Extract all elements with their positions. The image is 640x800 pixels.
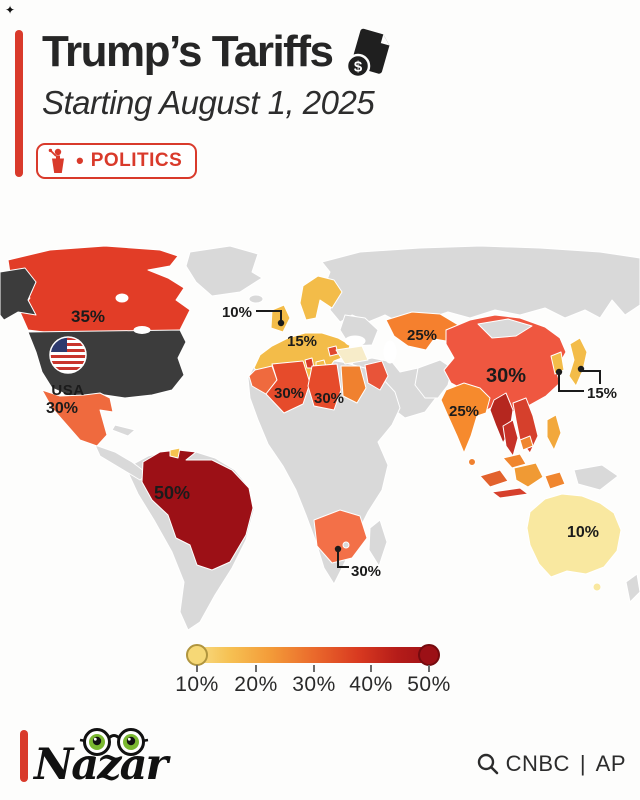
politics-badge: • POLITICS — [36, 143, 198, 179]
japan-shape — [568, 337, 588, 387]
badge-bullet: • — [76, 148, 84, 173]
legend-tick — [196, 665, 198, 672]
page-title: Trump’s Tariffs — [42, 27, 334, 76]
south-africa-shape — [313, 509, 368, 564]
kazakhstan-tariff-label: 25% — [407, 327, 437, 344]
podium-speaker-icon — [48, 148, 64, 173]
australia-tariff-label: 10% — [567, 524, 599, 541]
legend-tick — [370, 665, 372, 672]
uk-callout-line — [256, 310, 282, 320]
black-sea — [344, 335, 366, 347]
legend-label-20: 20% — [234, 673, 278, 696]
source-separator: | — [579, 751, 586, 776]
japan-callout-dot — [577, 365, 585, 373]
turkey-shape — [335, 345, 369, 365]
kazakhstan-shape — [385, 311, 461, 351]
japan-korea-tariff-label: 15% — [587, 385, 617, 402]
legend-label-30: 30% — [292, 673, 336, 696]
madagascar-shape — [368, 519, 388, 567]
source-ap: AP — [595, 751, 626, 776]
algeria-tariff-label: 30% — [274, 385, 304, 402]
sulawesi-shape — [544, 471, 566, 490]
libya-tariff-label: 30% — [314, 390, 344, 407]
greenland-shape — [185, 245, 263, 297]
libya-shape — [307, 363, 342, 411]
new-guinea-shape — [573, 464, 619, 491]
thailand-shape — [502, 419, 519, 457]
title-row: Trump’s Tariffs $ — [42, 27, 398, 82]
sri-lanka-shape — [468, 458, 476, 466]
alaska-shape — [0, 267, 37, 321]
malaysia-shape — [502, 453, 527, 469]
south-africa-tariff-label: 30% — [351, 563, 381, 580]
india-shape — [440, 382, 491, 454]
java-shape — [491, 487, 529, 499]
header-accent-bar — [15, 30, 23, 177]
scandinavia-shape — [299, 275, 343, 321]
caspian-sea — [383, 340, 397, 364]
iraq-shape — [364, 360, 389, 391]
tasmania-shape — [592, 582, 602, 592]
page-subtitle: Starting August 1, 2025 — [42, 84, 375, 121]
legend-label-40: 40% — [349, 673, 393, 696]
world-tariff-map: 35% USA 30% 10% 15% 30% 30% 25% 30% 25% … — [0, 245, 640, 631]
europe-tariff-label: 15% — [287, 333, 317, 350]
svg-text:$: $ — [354, 59, 363, 76]
legend-min-cap — [186, 644, 208, 666]
legend-max-cap — [418, 644, 440, 666]
source-cnbc: CNBC — [505, 751, 570, 776]
guyana-shape — [169, 447, 181, 459]
algeria-shape — [265, 360, 311, 414]
brazil-shape — [141, 449, 254, 571]
tariff-document-dollar-icon: $ — [346, 28, 390, 79]
laos-vietnam-shape — [512, 397, 539, 454]
legend-gradient-bar — [190, 647, 437, 663]
brazil-tariff-label: 50% — [154, 483, 190, 503]
lake-shape — [115, 293, 129, 303]
sources-row: CNBC | AP — [476, 751, 626, 777]
japan-callout-line — [581, 370, 601, 384]
new-zealand-shape — [625, 573, 640, 603]
footer-accent-bar — [20, 730, 28, 782]
sparkle-icon: ✦ — [5, 3, 16, 17]
cuba-shape — [111, 424, 136, 437]
glasses-eyes-icon — [79, 728, 149, 756]
iceland-shape — [248, 294, 264, 304]
magnifier-icon — [477, 753, 498, 775]
india-tariff-label: 25% — [449, 403, 479, 420]
south-korea-shape — [550, 351, 565, 375]
south-africa-callout-line — [337, 551, 349, 568]
usa-label: USA — [51, 382, 84, 399]
canada-tariff-label: 35% — [71, 307, 105, 326]
borneo-shape — [513, 462, 544, 488]
philippines-shape — [546, 414, 562, 451]
china-tariff-label: 30% — [486, 365, 526, 387]
legend-tick — [255, 665, 257, 672]
mongolia-shape — [477, 318, 533, 339]
lesotho-shape — [342, 541, 350, 549]
brand-logo: Nazar — [34, 716, 174, 794]
great-lakes-shape — [133, 326, 151, 334]
legend-tick — [428, 665, 430, 672]
legend-tick — [313, 665, 315, 672]
korea-callout-line — [558, 374, 584, 392]
central-asia-shape — [414, 359, 453, 399]
mexico-shape — [41, 389, 114, 447]
tariff-color-legend: 10% 20% 30% 40% 50% — [0, 640, 640, 710]
russia-shape — [321, 245, 640, 323]
egypt-shape — [340, 365, 367, 404]
badge-label: POLITICS — [90, 150, 183, 171]
legend-label-10: 10% — [175, 673, 219, 696]
legend-label-50: 50% — [407, 673, 451, 696]
sumatra-shape — [479, 469, 509, 488]
australia-shape — [526, 493, 622, 578]
uk-callout-dot — [277, 319, 285, 327]
cambodia-shape — [519, 435, 534, 451]
korea-callout-dot — [555, 368, 563, 376]
uk-tariff-label: 10% — [222, 304, 252, 321]
south-africa-callout-dot — [334, 545, 342, 553]
mexico-tariff-label: 30% — [46, 400, 78, 417]
us-flag-icon — [49, 336, 87, 374]
